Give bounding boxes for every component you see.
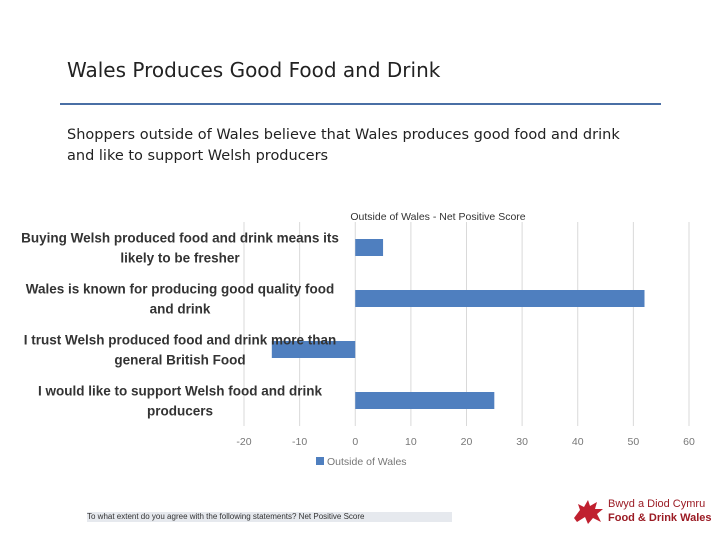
category-label-line: producers <box>147 404 213 419</box>
category-label-line: and drink <box>150 302 211 317</box>
category-label: I trust Welsh produced food and drink mo… <box>24 333 337 368</box>
x-tick-label: -20 <box>236 436 251 448</box>
brand-logo: Bwyd a Diod Cymru Food & Drink Wales <box>568 494 712 528</box>
chart-footnote: To what extent do you agree with the fol… <box>87 512 452 522</box>
category-label: I would like to support Welsh food and d… <box>38 384 322 419</box>
bar <box>355 290 645 307</box>
slide-title: Wales Produces Good Food and Drink <box>67 58 441 82</box>
legend-label: Outside of Wales <box>327 456 407 468</box>
x-tick-label: 60 <box>683 436 695 448</box>
category-label: Wales is known for producing good qualit… <box>26 282 335 317</box>
x-tick-label: 10 <box>405 436 417 448</box>
x-tick-label: 20 <box>461 436 473 448</box>
category-label-line: Buying Welsh produced food and drink mea… <box>21 231 339 246</box>
x-tick-label: 40 <box>572 436 584 448</box>
chart-title: Outside of Wales - Net Positive Score <box>350 211 525 223</box>
dragon-icon <box>574 500 603 524</box>
x-tick-label: 0 <box>352 436 358 448</box>
bar <box>355 239 384 256</box>
x-tick-label: 30 <box>516 436 528 448</box>
legend-swatch <box>316 457 324 465</box>
category-label-line: I would like to support Welsh food and d… <box>38 384 322 399</box>
bar <box>271 341 356 358</box>
category-label-line: general British Food <box>114 353 245 368</box>
logo-text: Bwyd a Diod Cymru Food & Drink Wales <box>608 497 712 525</box>
category-label-line: I trust Welsh produced food and drink mo… <box>24 333 337 348</box>
logo-line-welsh: Bwyd a Diod Cymru <box>608 498 706 510</box>
category-label-line: Wales is known for producing good qualit… <box>26 282 335 297</box>
bar-chart: Outside of Wales - Net Positive Score Buy… <box>21 211 695 468</box>
x-tick-label: 50 <box>628 436 640 448</box>
slide-subtitle: Shoppers outside of Wales believe that W… <box>67 127 620 164</box>
category-label: Buying Welsh produced food and drink mea… <box>21 231 339 266</box>
logo-line-english: Food & Drink Wales <box>608 512 712 524</box>
title-divider <box>60 103 661 105</box>
x-tick-label: -10 <box>292 436 307 448</box>
category-label-line: likely to be fresher <box>120 251 240 266</box>
bar <box>355 392 495 409</box>
